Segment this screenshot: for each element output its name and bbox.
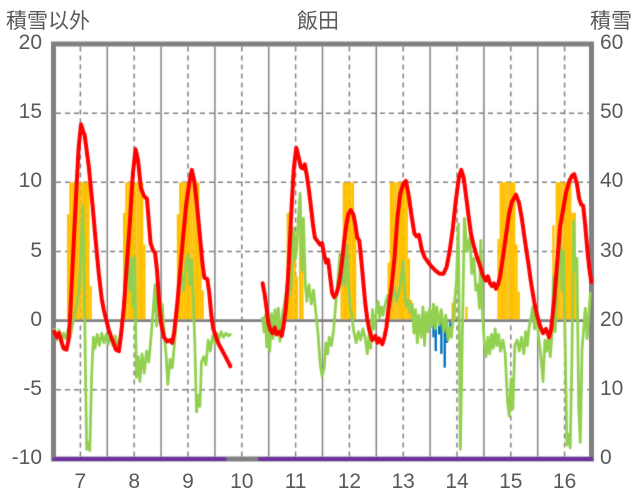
x-axis-tick: 15	[499, 470, 523, 493]
x-axis-tick: 8	[128, 470, 141, 493]
chart-title: 飯田	[297, 10, 339, 33]
y-axis-left-tick: -5	[23, 376, 42, 400]
x-axis-tick: 11	[284, 470, 307, 493]
y-axis-left-tick: 10	[18, 169, 42, 193]
x-axis-tick: 14	[445, 470, 469, 493]
y-axis-right-tick: 50	[600, 99, 624, 123]
y-axis-left-tick: -10	[11, 445, 42, 469]
x-axis-tick: 10	[230, 470, 254, 493]
right-axis-title: 積雪	[590, 10, 632, 33]
x-axis-tick: 12	[337, 470, 362, 493]
left-axis-title: 積雪以外	[6, 10, 90, 33]
y-axis-right-tick: 60	[600, 30, 624, 54]
y-axis-right-tick: 20	[600, 307, 624, 331]
x-axis-tick: 13	[391, 470, 415, 493]
y-axis-right-tick: 0	[600, 445, 612, 469]
x-axis-tick: 9	[182, 470, 194, 493]
y-axis-left-tick: 5	[30, 238, 42, 262]
x-axis-tick: 7	[74, 470, 87, 493]
x-axis-tick: 16	[552, 470, 577, 493]
y-axis-left-tick: 15	[18, 99, 42, 123]
y-axis-right-tick: 40	[600, 169, 624, 193]
y-axis-right-tick: 10	[600, 376, 624, 400]
y-axis-left-tick: 20	[18, 30, 42, 54]
y-axis-right-tick: 30	[600, 238, 624, 262]
y-axis-left-tick: 0	[30, 307, 42, 331]
